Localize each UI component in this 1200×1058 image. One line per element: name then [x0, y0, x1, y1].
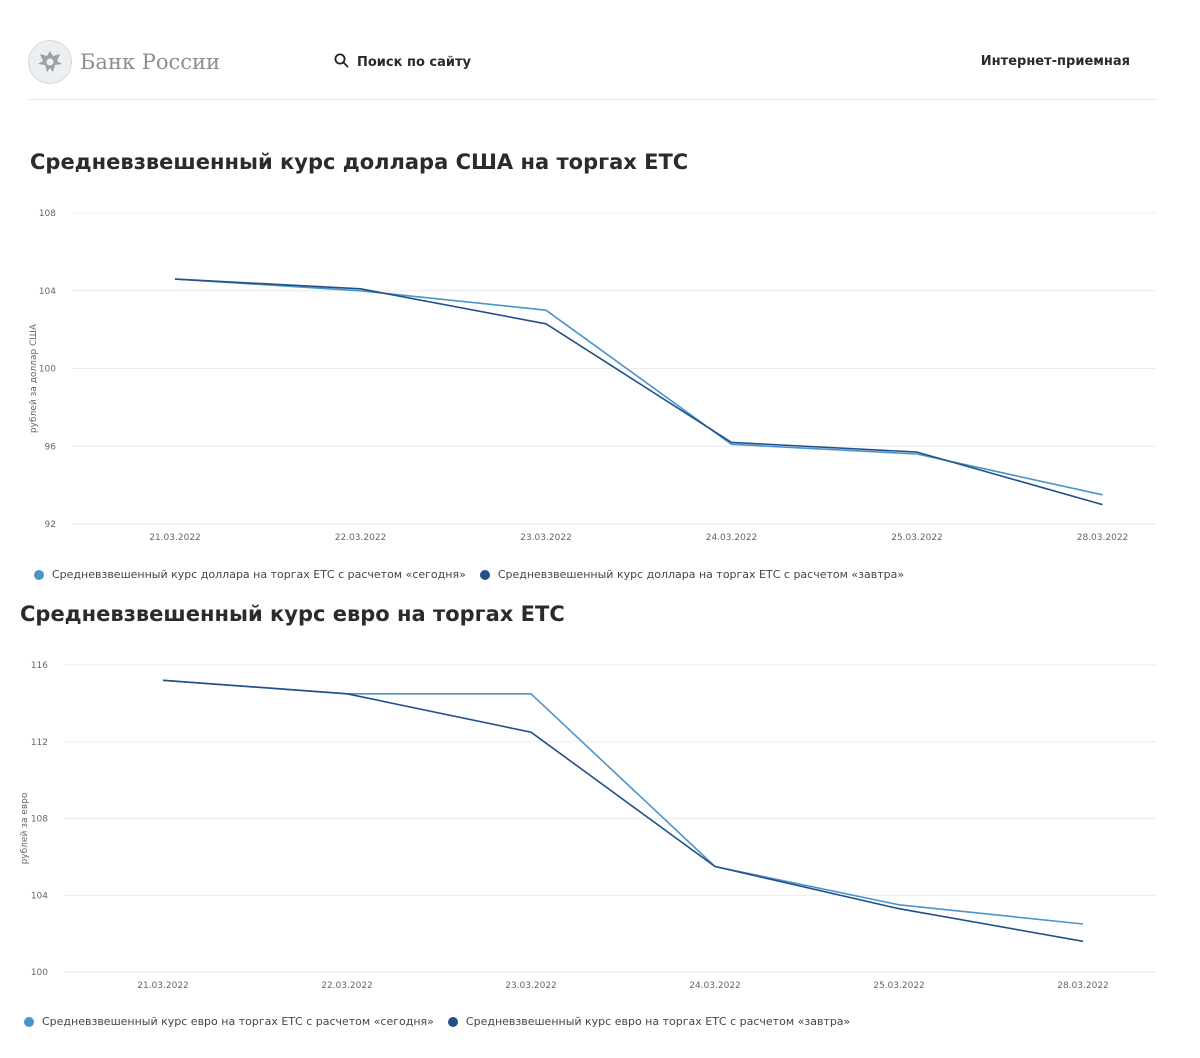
eur-x-tick-label: 22.03.2022: [321, 981, 373, 991]
eur-x-tick-label: 24.03.2022: [689, 981, 741, 991]
site-search[interactable]: Поиск по сайту: [334, 53, 471, 72]
legend-dot-usd-tomorrow: [479, 569, 490, 580]
eur-y-axis-label: рублей за евро: [20, 792, 30, 864]
usd-y-axis-label: рублей за доллар США: [29, 323, 39, 433]
eur-rate-chart: 100 104 108 112 116 рублей за евро 21.03.2022 2…: [20, 661, 1156, 991]
logo-text: Банк России: [80, 50, 221, 74]
site-header: Банк России Поиск по сайту Интернет-прие…: [28, 38, 1158, 88]
legend-label-usd-tomorrow: Средневзвешенный курс доллара на торгах …: [497, 568, 905, 581]
eur-y-tick-label: 108: [31, 815, 48, 825]
usd-x-tick-label: 28.03.2022: [1077, 533, 1129, 540]
usd-x-tick-label: 22.03.2022: [335, 533, 387, 540]
legend-item-usd-today[interactable]: Средневзвешенный курс доллара на торгах …: [34, 568, 466, 581]
usd-y-tick-label: 100: [39, 365, 56, 375]
search-icon: [334, 53, 349, 72]
internet-reception-link[interactable]: Интернет-приемная: [980, 54, 1130, 69]
usd-chart-legend: Средневзвешенный курс доллара на торгах …: [34, 568, 918, 581]
eur-chart-title: Средневзвешенный курс евро на торгах ЕТС: [20, 602, 565, 626]
legend-label-usd-today: Средневзвешенный курс доллара на торгах …: [52, 568, 466, 581]
usd-y-tick-label: 104: [39, 287, 56, 297]
eur-x-tick-label: 23.03.2022: [505, 981, 557, 991]
legend-item-eur-tomorrow[interactable]: Средневзвешенный курс евро на торгах ЕТС…: [447, 1015, 851, 1028]
usd-series-line-today: [174, 278, 1103, 496]
usd-x-tick-label: 25.03.2022: [891, 533, 943, 540]
usd-x-tick-label: 24.03.2022: [706, 533, 758, 540]
double-eagle-emblem-icon: [28, 40, 72, 84]
usd-x-tick-label: 21.03.2022: [149, 533, 201, 540]
legend-item-eur-today[interactable]: Средневзвешенный курс евро на торгах ЕТС…: [24, 1015, 434, 1028]
eur-y-tick-label: 104: [31, 891, 48, 901]
legend-dot-eur-tomorrow: [447, 1016, 458, 1027]
usd-series-line-tomorrow: [174, 278, 1103, 506]
legend-label-eur-tomorrow: Средневзвешенный курс евро на торгах ЕТС…: [465, 1015, 851, 1028]
usd-y-tick-label: 92: [45, 520, 56, 530]
usd-chart-title: Средневзвешенный курс доллара США на тор…: [30, 150, 689, 174]
eur-y-tick-label: 100: [31, 968, 48, 978]
usd-y-tick-label: 96: [45, 442, 57, 452]
usd-y-tick-label: 108: [39, 209, 56, 219]
legend-item-usd-tomorrow[interactable]: Средневзвешенный курс доллара на торгах …: [479, 568, 905, 581]
eur-x-tick-label: 21.03.2022: [137, 981, 189, 991]
header-divider: [28, 99, 1158, 100]
eur-y-tick-label: 112: [31, 738, 48, 748]
eur-y-tick-label: 116: [31, 661, 48, 671]
legend-dot-eur-today: [24, 1016, 34, 1027]
eur-x-tick-label: 25.03.2022: [873, 981, 925, 991]
search-label: Поиск по сайту: [357, 55, 472, 70]
usd-x-tick-label: 23.03.2022: [520, 533, 572, 540]
legend-dot-usd-today: [34, 569, 44, 580]
bank-logo[interactable]: Банк России: [28, 40, 220, 84]
eur-chart-legend: Средневзвешенный курс евро на торгах ЕТС…: [24, 1015, 864, 1028]
eur-x-tick-label: 28.03.2022: [1057, 981, 1109, 991]
legend-label-eur-today: Средневзвешенный курс евро на торгах ЕТС…: [42, 1015, 434, 1028]
usd-rate-chart: 92 96 100 104 108 рублей за доллар США 21.03.2…: [29, 209, 1156, 540]
eur-series-line-tomorrow: [162, 679, 1084, 943]
eur-series-line-today: [162, 679, 1084, 925]
